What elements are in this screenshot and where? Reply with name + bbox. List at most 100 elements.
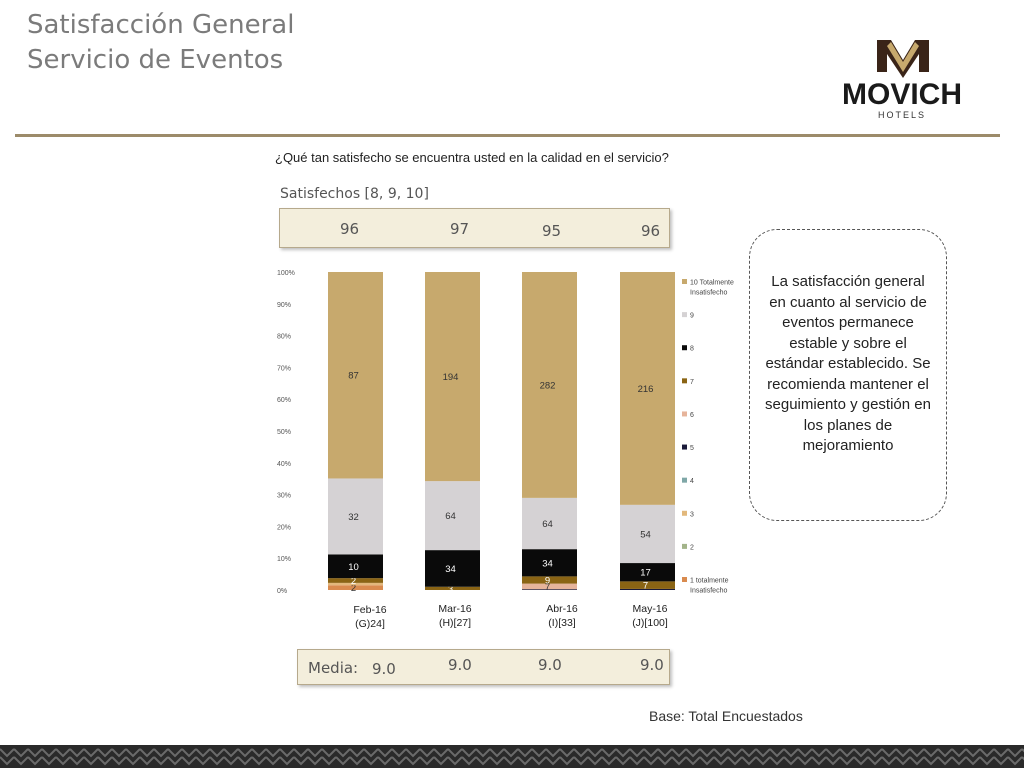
legend-swatch [682, 411, 687, 417]
category-label-abr: Abr-16 (I)[33] [532, 602, 592, 630]
legend-swatch [682, 510, 687, 516]
bar-segment [522, 497, 577, 550]
bar-value-label: 64 [542, 519, 553, 530]
y-tick-label: 30% [277, 493, 291, 500]
category-date: Feb-16 [353, 604, 387, 616]
category-code: (H)[27] [438, 617, 472, 629]
legend-swatch [682, 444, 687, 450]
y-tick-label: 10% [277, 556, 291, 563]
bar-segment [328, 478, 383, 555]
category-code: (J)[100] [632, 617, 668, 629]
media-value-abr: 9.0 [538, 656, 562, 674]
satisfied-label: Satisfechos [8, 9, 10] [280, 186, 429, 202]
bar-value-label: 17 [640, 568, 651, 579]
bar-segment [522, 576, 577, 584]
category-date: May-16 [632, 603, 668, 615]
page-title: Satisfacción General [27, 10, 295, 40]
bar-segment [425, 586, 480, 590]
survey-question: ¿Qué tan satisfecho se encuentra usted e… [275, 150, 669, 165]
bar-segment [620, 504, 675, 564]
bar-segment [328, 578, 383, 583]
media-band: Media: 9.0 9.0 9.0 9.0 [297, 649, 670, 685]
bar-segment [328, 585, 383, 590]
category-label-feb: Feb-16 (G)24] [340, 603, 400, 631]
legend-label: 5 [690, 445, 694, 452]
y-tick-label: 90% [277, 302, 291, 309]
legend-label: 4 [690, 478, 694, 485]
bar-segment [620, 563, 675, 582]
category-code: (G)24] [355, 618, 385, 630]
movich-logo: MOVICH HOTELS [842, 40, 962, 120]
bar-value-label: 32 [348, 512, 359, 523]
legend-label: 9 [690, 313, 694, 320]
bar-segment [522, 583, 577, 590]
legend-swatch [682, 312, 687, 318]
legend-label: 2 [690, 544, 694, 551]
bar-value-label: 64 [445, 511, 456, 522]
y-tick-label: 100% [277, 270, 295, 277]
legend-label: 6 [690, 412, 694, 419]
satisfied-value-may: 96 [641, 222, 661, 240]
bar-value-label: 10 [348, 562, 359, 573]
bar-segment [522, 589, 577, 590]
category-label-mar: Mar-16 (H)[27] [425, 602, 485, 630]
logo-text: MOVICH [842, 78, 962, 111]
base-text: Base: Total Encuestados [649, 708, 803, 724]
bar-value-label: 282 [540, 380, 556, 391]
bar-value-label: 34 [445, 564, 456, 575]
legend-swatch [682, 477, 687, 483]
category-date: Abr-16 [546, 603, 578, 615]
page-subtitle: Servicio de Eventos [27, 45, 284, 75]
media-value-feb: 9.0 [372, 660, 396, 678]
bar-segment [328, 272, 383, 479]
legend-label: 1 totalmente Insatisfecho [690, 578, 729, 595]
bar-segment [522, 272, 577, 498]
y-tick-label: 0% [277, 588, 287, 595]
media-label: Media: [308, 659, 359, 677]
legend-swatch [682, 543, 687, 549]
legend-label: 3 [690, 511, 694, 518]
legend-swatch [682, 345, 687, 351]
logo-mark-icon [877, 40, 929, 78]
y-tick-label: 80% [277, 334, 291, 341]
media-value-mar: 9.0 [448, 656, 472, 674]
logo-subtext: HOTELS [878, 110, 926, 120]
bar-segment [328, 582, 383, 586]
bar-value-label: 2 [351, 576, 356, 587]
legend-swatch [682, 378, 687, 384]
decorative-footer-pattern [0, 745, 1024, 768]
bar-segment [522, 549, 577, 577]
bar-value-label: 194 [443, 372, 459, 383]
satisfied-value-abr: 95 [542, 222, 562, 240]
bar-value-label: 3 [448, 584, 453, 595]
bar-segment [620, 588, 675, 590]
bar-value-label: 7 [545, 582, 550, 593]
category-date: Mar-16 [438, 603, 472, 615]
bar-segment [620, 581, 675, 589]
bar-value-label: 34 [542, 558, 553, 569]
bar-segment [425, 272, 480, 482]
satisfied-band: 96 97 95 96 [279, 208, 670, 248]
bar-segment [328, 554, 383, 579]
legend-label: 7 [690, 379, 694, 386]
satisfied-value-mar: 97 [450, 220, 470, 238]
legend-label: 8 [690, 346, 694, 353]
y-tick-label: 20% [277, 524, 291, 531]
legend-swatch [682, 279, 687, 284]
y-tick-label: 60% [277, 397, 291, 404]
bar-segment [620, 272, 675, 505]
bar-value-label: 7 [643, 581, 648, 592]
bar-value-label: 87 [348, 371, 359, 382]
legend-swatch [682, 577, 687, 582]
satisfaction-stacked-bar-chart: 0%10%20%30%40%50%60%70%80%90%100%2210328… [277, 270, 734, 595]
bar-value-label: 216 [638, 384, 654, 395]
satisfied-value-feb: 96 [340, 220, 360, 238]
bar-value-label: 9 [545, 575, 550, 586]
bar-segment [425, 481, 480, 551]
y-tick-label: 40% [277, 461, 291, 468]
bar-value-label: 54 [640, 529, 651, 540]
header-rule [15, 134, 1000, 137]
bar-segment [425, 550, 480, 587]
conclusion-note: La satisfacción general en cuanto al ser… [749, 229, 947, 521]
category-label-may: May-16 (J)[100] [620, 602, 680, 630]
